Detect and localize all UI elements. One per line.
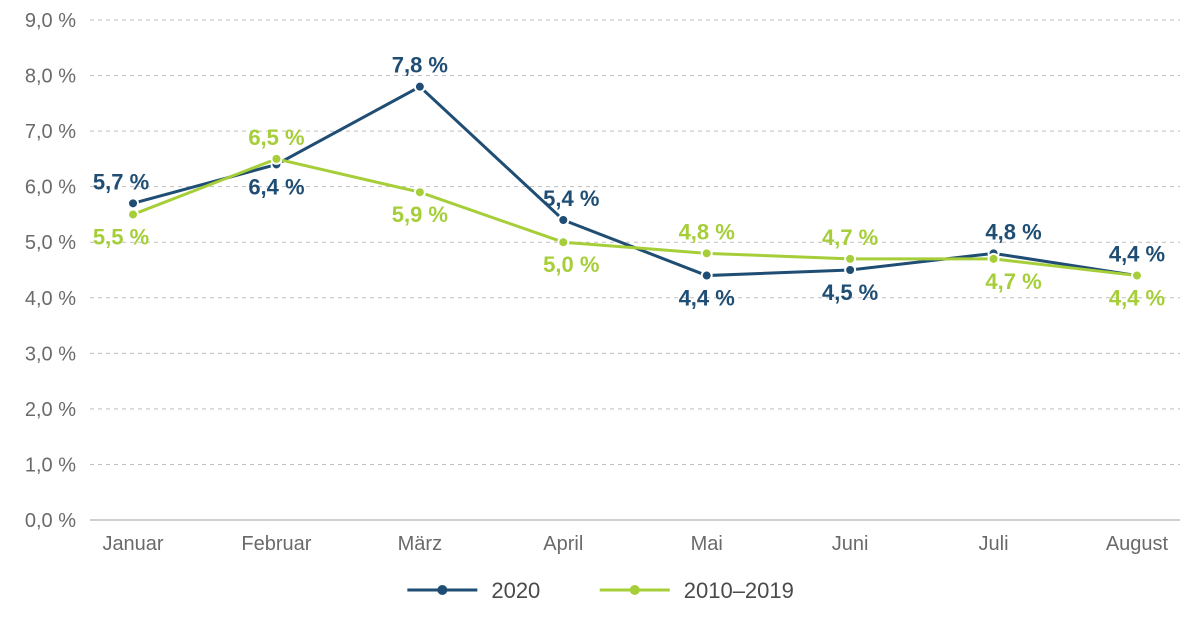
x-tick-label: April — [543, 533, 583, 555]
data-label: 5,7 % — [93, 169, 149, 194]
series-point — [845, 265, 855, 275]
y-tick-label: 9,0 % — [25, 10, 76, 32]
y-tick-label: 2,0 % — [25, 399, 76, 421]
y-tick-label: 7,0 % — [25, 121, 76, 143]
series-point — [558, 237, 568, 247]
legend-swatch-point — [437, 585, 447, 595]
series-point — [415, 82, 425, 92]
series-point — [415, 187, 425, 197]
data-label: 4,8 % — [985, 219, 1041, 244]
legend-swatch-point — [630, 585, 640, 595]
x-tick-label: Juni — [832, 533, 869, 555]
y-tick-label: 3,0 % — [25, 343, 76, 365]
data-label: 4,8 % — [679, 219, 735, 244]
data-label: 6,4 % — [248, 174, 304, 199]
x-tick-label: Juli — [979, 533, 1009, 555]
data-label: 5,9 % — [392, 202, 448, 227]
y-tick-label: 5,0 % — [25, 232, 76, 254]
data-label: 6,5 % — [248, 125, 304, 150]
series-point — [1132, 271, 1142, 281]
data-label: 4,4 % — [1109, 242, 1165, 267]
x-tick-label: August — [1106, 533, 1169, 555]
data-label: 5,5 % — [93, 224, 149, 249]
data-label: 4,4 % — [1109, 286, 1165, 311]
line-chart: 0,0 % 1,0 % 2,0 % 3,0 % 4,0 % 5,0 % 6,0 % 7,0 %… — [0, 0, 1200, 622]
x-tick-label: März — [398, 533, 442, 555]
series-point — [128, 209, 138, 219]
y-tick-label: 8,0 % — [25, 66, 76, 88]
x-tick-label: Januar — [102, 533, 163, 555]
data-label: 5,0 % — [543, 252, 599, 277]
data-label: 4,4 % — [679, 286, 735, 311]
x-tick-label: Februar — [241, 533, 311, 555]
y-tick-label: 1,0 % — [25, 454, 76, 476]
data-label: 4,5 % — [822, 280, 878, 305]
y-tick-label: 0,0 % — [25, 510, 76, 532]
data-label: 7,8 % — [392, 53, 448, 78]
series-point — [558, 215, 568, 225]
x-tick-label: Mai — [691, 533, 723, 555]
series-point — [702, 248, 712, 258]
data-label: 4,7 % — [985, 269, 1041, 294]
legend-label: 2020 — [491, 578, 540, 603]
y-tick-label: 6,0 % — [25, 177, 76, 199]
series-point — [989, 254, 999, 264]
y-tick-label: 4,0 % — [25, 288, 76, 310]
legend-label: 2010–2019 — [684, 578, 794, 603]
series-point — [702, 271, 712, 281]
chart-svg: 0,0 % 1,0 % 2,0 % 3,0 % 4,0 % 5,0 % 6,0 % 7,0 %… — [0, 0, 1200, 622]
series-point — [271, 154, 281, 164]
data-label: 5,4 % — [543, 186, 599, 211]
series-point — [845, 254, 855, 264]
series-point — [128, 198, 138, 208]
data-label: 4,7 % — [822, 225, 878, 250]
